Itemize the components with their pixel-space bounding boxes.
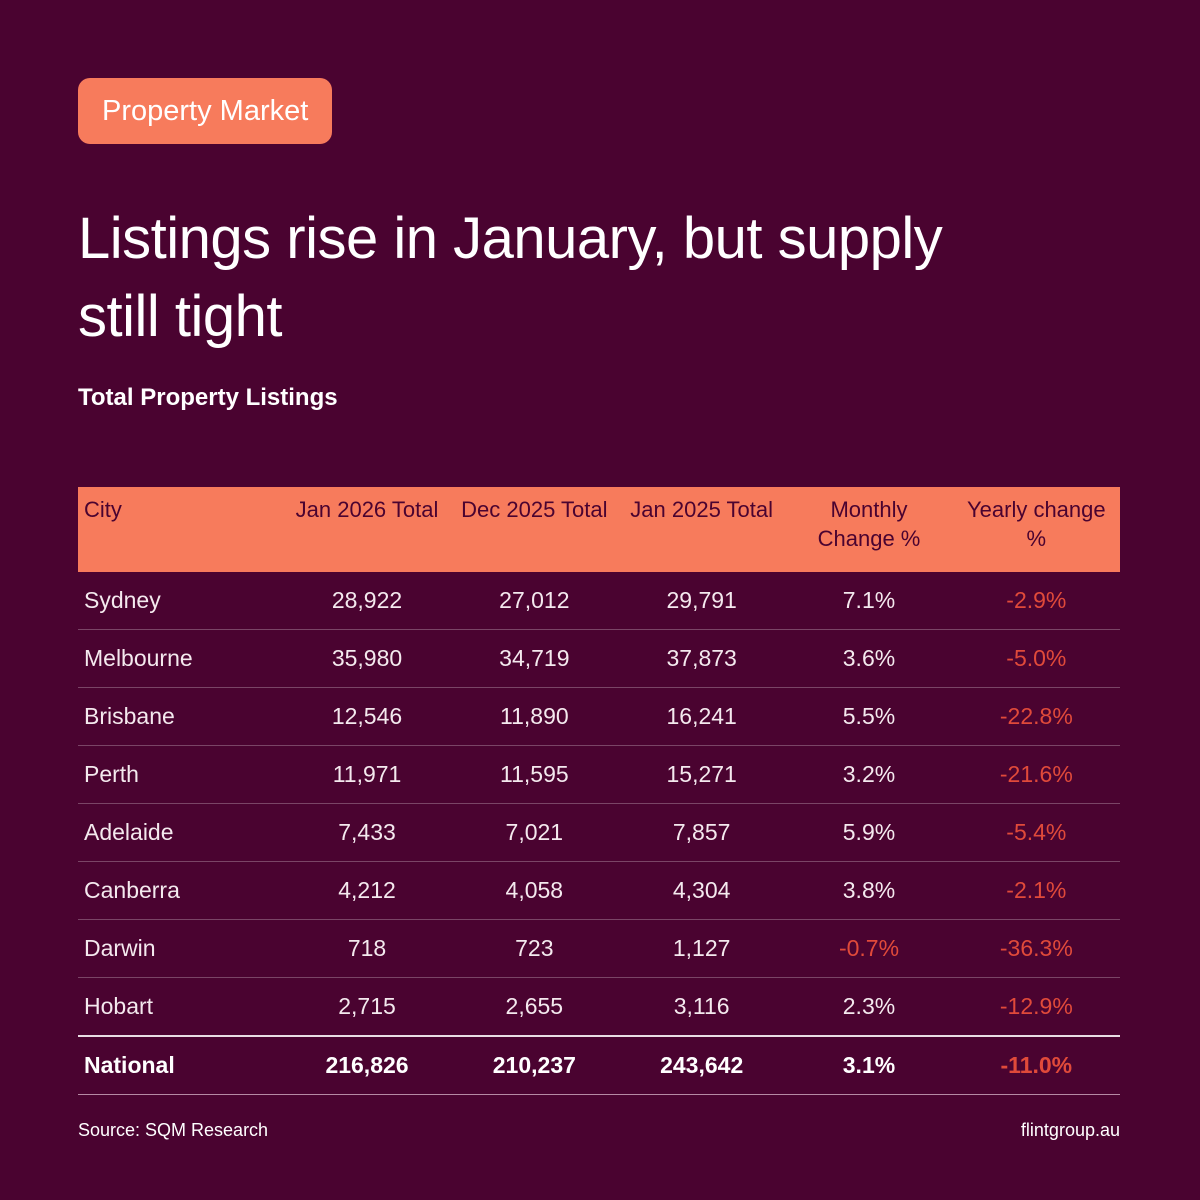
table-subtitle: Total Property Listings (78, 384, 338, 411)
website-link[interactable]: flintgroup.au (1020, 1120, 1120, 1140)
cell-monthly-change: 3.1% (785, 1035, 953, 1095)
headline: Listings rise in January, but supply sti… (78, 206, 943, 349)
cell-jan-2025-total: 29,791 (618, 572, 786, 630)
cell-yearly-change: -2.9% (952, 572, 1120, 630)
cell-yearly-change: -12.9% (952, 977, 1120, 1037)
cell-jan-2026-total: 12,546 (283, 687, 451, 746)
cell-jan-2026-total: 11,971 (283, 745, 451, 804)
cell-monthly-change: 3.2% (785, 745, 953, 804)
cell-yearly-change: -22.8% (952, 687, 1120, 746)
cell-jan-2025-total: 1,127 (618, 919, 786, 978)
header-dec-2025: Dec 2025 Total (450, 487, 618, 572)
cell-city: Brisbane (78, 687, 284, 746)
cell-yearly-change: -21.6% (952, 745, 1120, 804)
cell-jan-2026-total: 4,212 (283, 861, 451, 920)
cell-dec-2025-total: 2,655 (450, 977, 618, 1037)
cell-city: Canberra (78, 861, 284, 920)
table-body: Sydney 28,922 27,012 29,791 7.1% -2.9% Melbour… (78, 572, 1120, 1095)
cell-city: Darwin (78, 919, 284, 978)
table-row: Darwin 718 723 1,127 -0.7% -36.3% (78, 919, 1120, 978)
cell-monthly-change: 7.1% (785, 572, 953, 630)
cell-jan-2025-total: 4,304 (618, 861, 786, 920)
category-tag: Property Market (78, 78, 333, 144)
header-jan-2025: Jan 2025 Total (618, 487, 786, 572)
cell-city: Hobart (78, 977, 284, 1037)
table-row: Canberra 4,212 4,058 4,304 3.8% -2.1% (78, 861, 1120, 920)
table-row: Perth 11,971 11,595 15,271 3.2% -21.6% (78, 745, 1120, 804)
cell-dec-2025-total: 11,595 (450, 745, 618, 804)
table-row: Brisbane 12,546 11,890 16,241 5.5% -22.8% (78, 687, 1120, 746)
cell-yearly-change: -2.1% (952, 861, 1120, 920)
cell-dec-2025-total: 723 (450, 919, 618, 978)
cell-jan-2026-total: 2,715 (283, 977, 451, 1037)
cell-monthly-change: 5.9% (785, 803, 953, 862)
cell-jan-2026-total: 718 (283, 919, 451, 978)
header-city: City (78, 487, 284, 572)
table-row: Hobart 2,715 2,655 3,116 2.3% -12.9% (78, 977, 1120, 1037)
header-yearly-change: Yearly change % (952, 487, 1120, 572)
cell-jan-2025-total: 3,116 (618, 977, 786, 1037)
cell-dec-2025-total: 27,012 (450, 572, 618, 630)
cell-city: Perth (78, 745, 284, 804)
cell-jan-2026-total: 28,922 (283, 572, 451, 630)
cell-yearly-change: -11.0% (952, 1035, 1120, 1095)
cell-jan-2025-total: 243,642 (618, 1035, 786, 1095)
cell-dec-2025-total: 4,058 (450, 861, 618, 920)
table-row: Adelaide 7,433 7,021 7,857 5.9% -5.4% (78, 803, 1120, 862)
cell-monthly-change: 5.5% (785, 687, 953, 746)
cell-monthly-change: 2.3% (785, 977, 953, 1037)
cell-monthly-change: -0.7% (785, 919, 953, 978)
cell-jan-2026-total: 35,980 (283, 629, 451, 688)
cell-dec-2025-total: 11,890 (450, 687, 618, 746)
cell-jan-2026-total: 216,826 (283, 1035, 451, 1095)
cell-city: Adelaide (78, 803, 284, 862)
cell-jan-2025-total: 37,873 (618, 629, 786, 688)
table-row: Sydney 28,922 27,012 29,791 7.1% -2.9% (78, 572, 1120, 630)
cell-yearly-change: -36.3% (952, 919, 1120, 978)
cell-jan-2025-total: 7,857 (618, 803, 786, 862)
national-total-row: National 216,826 210,237 243,642 3.1% -11.0% (78, 1035, 1120, 1095)
cell-yearly-change: -5.0% (952, 629, 1120, 688)
cell-dec-2025-total: 7,021 (450, 803, 618, 862)
table-header-row: City Jan 2026 Total Dec 2025 Total Jan 2… (78, 487, 1120, 572)
cell-monthly-change: 3.6% (785, 629, 953, 688)
cell-jan-2026-total: 7,433 (283, 803, 451, 862)
cell-dec-2025-total: 34,719 (450, 629, 618, 688)
cell-jan-2025-total: 16,241 (618, 687, 786, 746)
header-jan-2026: Jan 2026 Total (283, 487, 451, 572)
cell-jan-2025-total: 15,271 (618, 745, 786, 804)
table-row: Melbourne 35,980 34,719 37,873 3.6% -5.0% (78, 629, 1120, 688)
cell-dec-2025-total: 210,237 (450, 1035, 618, 1095)
cell-city: Melbourne (78, 629, 284, 688)
source-note: Source: SQM Research (78, 1120, 269, 1140)
cell-city: Sydney (78, 572, 284, 630)
header-monthly-change: Monthly Change % (785, 487, 953, 572)
listings-table: City Jan 2026 Total Dec 2025 Total Jan 2… (78, 487, 1120, 1095)
cell-monthly-change: 3.8% (785, 861, 953, 920)
cell-city: National (78, 1035, 284, 1095)
cell-yearly-change: -5.4% (952, 803, 1120, 862)
